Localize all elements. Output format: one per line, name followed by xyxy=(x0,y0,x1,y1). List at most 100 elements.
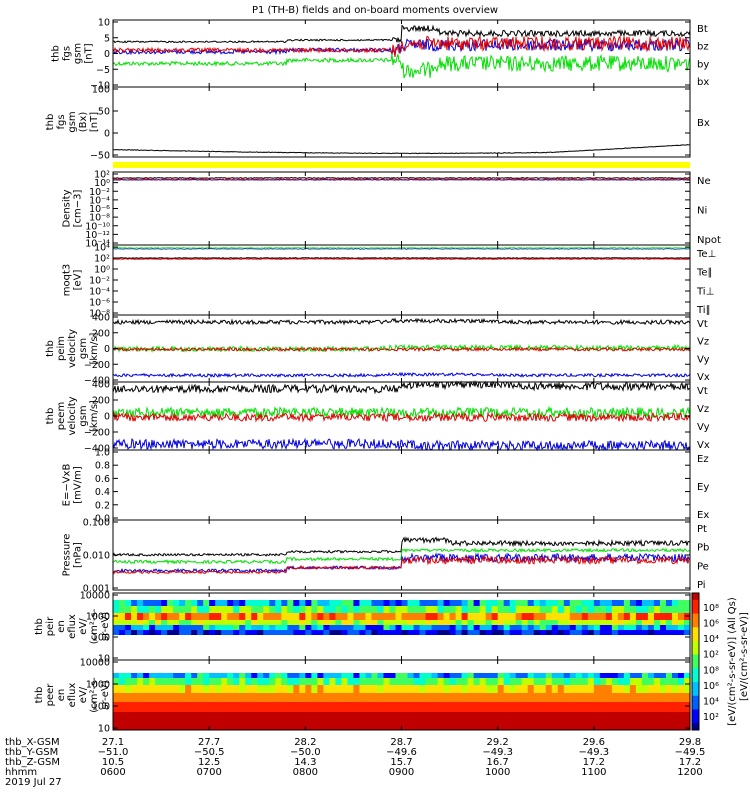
footer-y-gsm: −49.6 xyxy=(386,747,417,758)
colorbar-frame xyxy=(691,592,700,731)
ytick-label-temp: 10⁻² xyxy=(89,276,110,287)
ylabel-fgs: fgs xyxy=(62,46,73,61)
ylabel-bx: thb xyxy=(45,114,56,131)
ylabel-fgs: gsm xyxy=(73,43,84,64)
ytick-label-temp: 10⁴ xyxy=(94,243,110,254)
ytick-label-temp: 10⁻⁴ xyxy=(89,287,110,298)
trace-npot xyxy=(113,179,691,181)
colorbar-tick: 10⁶ xyxy=(703,681,719,692)
ylabel-peer: thb xyxy=(34,687,45,704)
colorbar-cell xyxy=(692,620,699,625)
ytick-label-peir: 100 xyxy=(92,633,110,644)
footer-x-gsm: 29.8 xyxy=(679,737,701,748)
yellow-band xyxy=(113,162,690,168)
colorbar-cell xyxy=(692,644,699,649)
chart-title: P1 (TH-B) fields and on-board moments ov… xyxy=(252,5,498,16)
legend-pressure-Pt: Pt xyxy=(697,524,707,535)
legend-peem-Vz: Vz xyxy=(697,404,709,415)
ytick-label-density: 10⁻⁶ xyxy=(89,204,110,215)
ytick-label-fgs: 0 xyxy=(104,49,110,60)
colorbar-cell xyxy=(692,658,699,662)
ytick-label-peim: 200 xyxy=(92,328,110,339)
ytick-label-efield: 0.8 xyxy=(95,461,110,472)
colorbar-cell xyxy=(692,682,699,686)
ytick-label-efield: 1.0 xyxy=(95,448,110,459)
ytick-label-efield: 0.6 xyxy=(95,474,110,485)
footer-z-gsm: 14.3 xyxy=(294,757,316,768)
ylabel-peem: velocity xyxy=(67,396,78,435)
colorbar-cell xyxy=(692,654,699,659)
colorbar-cell xyxy=(692,712,699,717)
legend-peem-Vx: Vx xyxy=(697,440,710,451)
colorbar-cell xyxy=(692,616,699,621)
panel-frame-density xyxy=(112,171,691,246)
legend-pressure-Pe: Pe xyxy=(697,561,709,572)
legend-fgs-bz: bz xyxy=(697,42,709,53)
ytick-label-temp: 10⁻⁶ xyxy=(89,298,110,309)
ytick-label-bx: 0 xyxy=(104,129,110,140)
ytick-label-pressure: 0.100 xyxy=(83,518,110,529)
legend-density-Ni: Ni xyxy=(697,206,707,217)
ytick-label-peem: −400 xyxy=(84,444,110,455)
legend-efield-Ez: Ez xyxy=(697,454,709,465)
ytick-label-peim: 400 xyxy=(92,313,110,324)
trace-ne xyxy=(112,178,691,181)
ylabel-peer: eV/ xyxy=(78,686,89,703)
colorbar-tick: 10⁶ xyxy=(703,619,719,630)
colorbar-label-2: [eV/(cm²-s-sr-eV)] xyxy=(739,612,750,701)
colorbar-cell xyxy=(692,610,699,615)
ytick-label-density: 10⁻¹⁰ xyxy=(85,221,110,232)
ytick-label-pressure: 0.010 xyxy=(83,551,110,562)
footer-x-gsm: 28.2 xyxy=(294,737,316,748)
legend-peim-Vz: Vz xyxy=(697,337,709,348)
colorbar-cell xyxy=(692,613,699,618)
ytick-label-fgs: −5 xyxy=(96,65,110,76)
footer-z-gsm: 10.5 xyxy=(102,757,124,768)
ylabel-peer: eflux xyxy=(67,683,78,708)
ylabel-peim: peim xyxy=(56,336,67,361)
trace-Bx xyxy=(112,144,690,155)
legend-peim-Vy: Vy xyxy=(697,354,710,365)
ylabel-bx: [nT] xyxy=(89,112,100,132)
trace-peim-vx xyxy=(112,371,691,379)
legend-pressure-Pb: Pb xyxy=(697,543,709,554)
trace-bt xyxy=(112,24,691,44)
colorbar-tick: 10⁴ xyxy=(703,634,719,645)
colorbar-cell xyxy=(692,723,699,728)
colorbar-tick: 10⁴ xyxy=(703,696,719,707)
ylabel-peim: thb xyxy=(45,340,56,357)
footer-hhmm: 0700 xyxy=(196,767,221,778)
ylabel-peem: [km/s] xyxy=(89,400,100,432)
ytick-label-peer: 1000 xyxy=(86,680,110,691)
ytick-label-density: 10² xyxy=(94,170,110,181)
peer-spectrogram xyxy=(113,673,691,730)
colorbar-cell xyxy=(692,695,699,700)
ylabel-peir: peir xyxy=(45,616,56,636)
footer-hhmm: 0600 xyxy=(100,767,125,778)
ytick-label-peir: 1000 xyxy=(86,612,110,623)
ylabel-bx: gsm xyxy=(67,111,78,132)
colorbar-cell xyxy=(692,692,699,697)
ytick-label-peim: 0 xyxy=(104,344,110,355)
ylabel-peir: en xyxy=(56,620,67,633)
ytick-label-efield: 0.4 xyxy=(95,487,110,498)
footer-x-gsm: 29.2 xyxy=(487,737,509,748)
peir-spectrogram xyxy=(113,600,691,635)
colorbar-cell xyxy=(692,699,699,704)
footer-y-gsm: −49.5 xyxy=(675,747,706,758)
footer-y-gsm: −50.5 xyxy=(194,747,225,758)
colorbar-cell xyxy=(692,709,699,714)
ytick-label-peem: −200 xyxy=(84,428,110,439)
ytick-label-bx: 50 xyxy=(98,107,110,118)
footer-y-gsm: −49.3 xyxy=(482,747,513,758)
footer-hhmm: 1000 xyxy=(485,767,510,778)
ylabel-peim: [km/s] xyxy=(89,332,100,364)
colorbar-tick: 10² xyxy=(703,650,719,661)
colorbar-cell xyxy=(692,671,699,676)
legend-efield-Ey: Ey xyxy=(697,482,709,493)
trace-te-par xyxy=(112,257,691,259)
footer-hhmm: 0900 xyxy=(389,767,414,778)
legend-pressure-Pi: Pi xyxy=(697,580,706,591)
trace-by xyxy=(112,53,691,79)
